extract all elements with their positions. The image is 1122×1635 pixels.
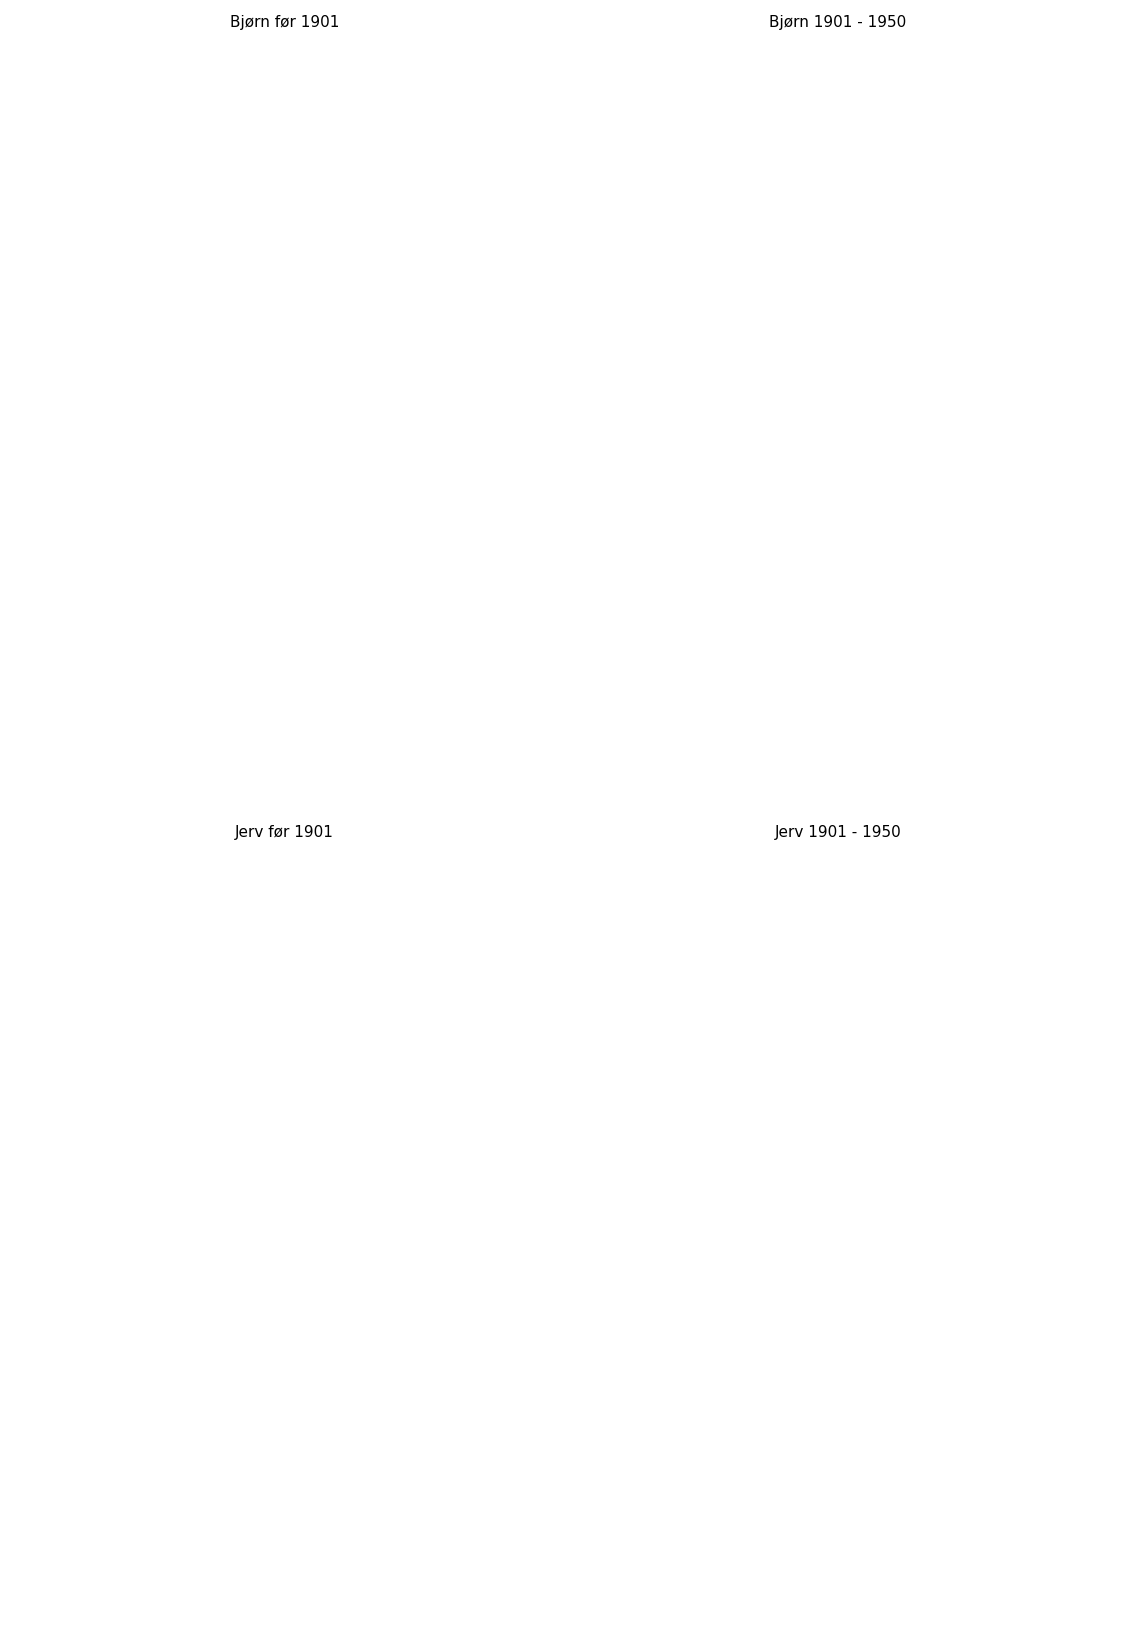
Title: Jerv 1901 - 1950: Jerv 1901 - 1950 [774, 826, 901, 840]
Title: Jerv før 1901: Jerv før 1901 [234, 826, 333, 840]
Title: Bjørn 1901 - 1950: Bjørn 1901 - 1950 [769, 15, 907, 29]
Title: Bjørn før 1901: Bjørn før 1901 [230, 15, 339, 29]
